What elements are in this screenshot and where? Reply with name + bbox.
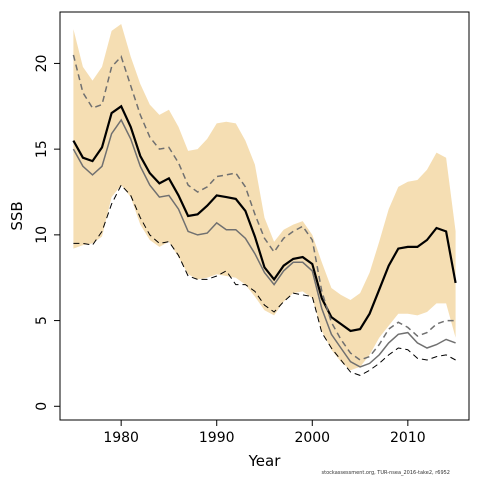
- previous-upper-bound-line: [72, 54, 456, 361]
- y-axis-title: SSB: [8, 201, 26, 230]
- y-tick-label: 5: [34, 316, 50, 325]
- confidence-band: [73, 24, 456, 371]
- plot-frame: [59, 11, 470, 421]
- ssb-estimate-line: [72, 104, 457, 333]
- footer-note: stockassessment.org, TUR-nsea_2016-take2…: [321, 470, 450, 476]
- y-axis: 0 5 10 15 20: [34, 55, 60, 411]
- x-axis-title: Year: [248, 452, 282, 470]
- y-tick-label: 20: [34, 55, 50, 73]
- y-tick-label: 15: [34, 140, 50, 158]
- y-tick-label: 10: [34, 226, 50, 244]
- x-tick-label: 1990: [199, 430, 235, 446]
- previous-estimate-line: [72, 118, 456, 368]
- y-tick-label: 0: [34, 402, 50, 411]
- x-axis: 1980 1990 2000 2010: [103, 420, 426, 446]
- x-tick-label: 2000: [294, 430, 330, 446]
- x-tick-label: 1980: [103, 430, 139, 446]
- previous-lower-bound-line: [73, 184, 456, 376]
- x-tick-label: 2010: [390, 430, 426, 446]
